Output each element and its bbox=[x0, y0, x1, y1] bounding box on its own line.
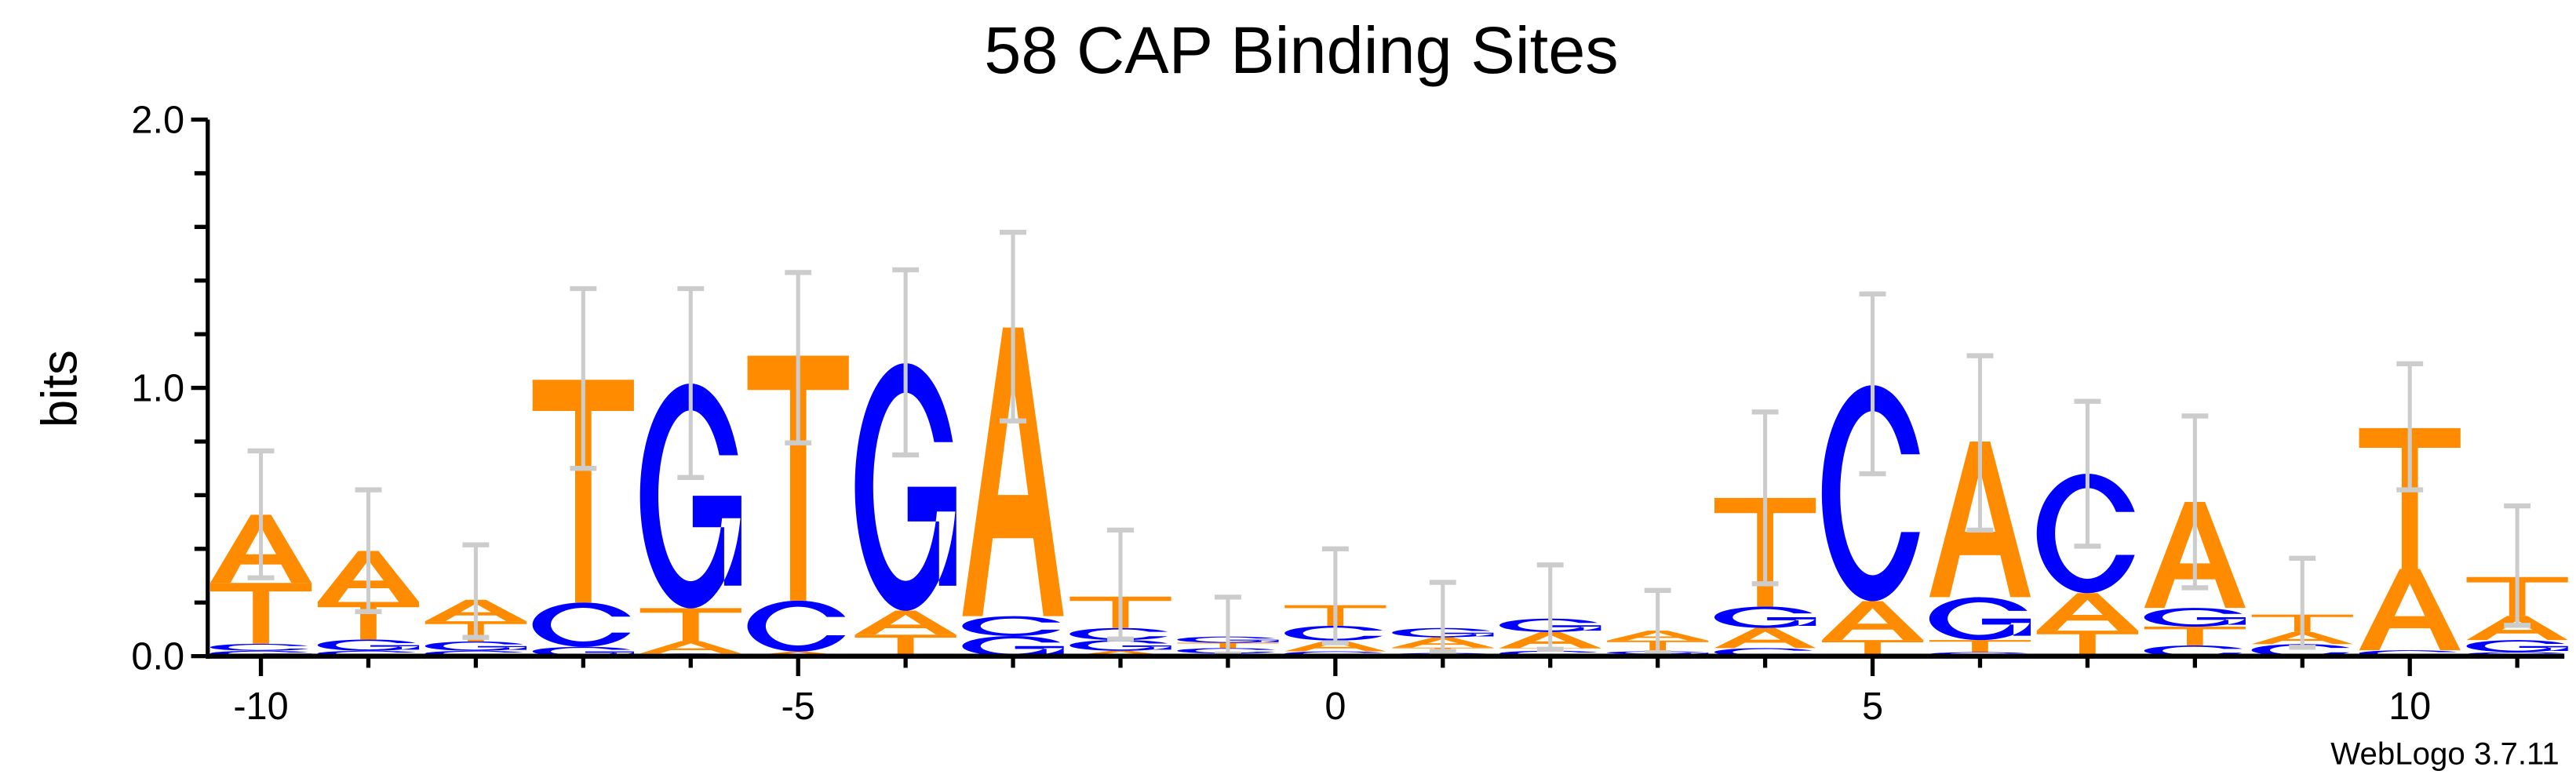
x-tick-label: 5 bbox=[1862, 685, 1883, 728]
letter-C-pos0 bbox=[1284, 625, 1383, 641]
letter-G-pos6 bbox=[1929, 597, 2031, 641]
letter-A-pos10 bbox=[2359, 569, 2461, 651]
weblogo-version: WebLogo 3.7.11 bbox=[2330, 736, 2560, 771]
letter-A-pos6 bbox=[1929, 441, 2031, 598]
letter-C-pos-1 bbox=[1177, 648, 1276, 654]
letter-T-pos-5 bbox=[747, 355, 849, 601]
letter-T-pos7 bbox=[2036, 631, 2138, 656]
letter-A-pos1 bbox=[1392, 637, 1494, 648]
x-tick-label: 10 bbox=[2388, 685, 2431, 728]
error-bars bbox=[247, 229, 2531, 657]
letter-A-pos4 bbox=[1714, 627, 1816, 649]
letter-A-pos-6 bbox=[639, 641, 741, 654]
letter-C-pos-3 bbox=[962, 616, 1061, 636]
letter-G-pos11 bbox=[2466, 640, 2568, 653]
letter-A-pos-9 bbox=[317, 551, 420, 602]
y-axis-label: bits bbox=[31, 350, 87, 427]
letter-G-pos4 bbox=[1714, 606, 1816, 628]
letter-A-pos-4 bbox=[854, 610, 956, 635]
letter-T-pos-4 bbox=[854, 634, 956, 656]
letter-C-pos7 bbox=[2036, 474, 2135, 594]
letter-A-pos-3 bbox=[962, 327, 1064, 616]
letter-G-pos8 bbox=[2144, 608, 2246, 627]
letter-G-pos-4 bbox=[854, 363, 956, 611]
letter-G-pos1 bbox=[1392, 627, 1494, 638]
letter-T-pos6 bbox=[1929, 640, 2031, 653]
letter-T-pos-10 bbox=[210, 583, 312, 644]
letter-A-pos2 bbox=[1499, 631, 1601, 649]
letter-C-pos5 bbox=[1821, 385, 1920, 602]
x-tick-label: 0 bbox=[1324, 685, 1346, 728]
letter-T-pos5 bbox=[1821, 640, 1924, 656]
letter-C-pos-7 bbox=[532, 602, 631, 647]
y-tick-label: 1.0 bbox=[131, 368, 184, 410]
letter-A-pos0 bbox=[1284, 640, 1386, 652]
letter-G-pos-8 bbox=[424, 641, 527, 651]
letter-A-pos-10 bbox=[210, 514, 312, 584]
letter-A-pos8 bbox=[2144, 501, 2246, 609]
letter-T-pos10 bbox=[2359, 427, 2461, 569]
axes: 0.0 1.0 2.0 -10 -5 0 5 10 bbox=[131, 99, 2565, 728]
letter-A-pos7 bbox=[2036, 593, 2138, 631]
letter-C-pos8 bbox=[2144, 645, 2243, 656]
y-tick-label: 0.0 bbox=[131, 636, 184, 678]
letter-T-pos-7 bbox=[532, 380, 634, 603]
letter-G-pos-6 bbox=[639, 384, 741, 609]
letter-G-pos3 bbox=[1607, 651, 1709, 654]
letter-G-pos-3 bbox=[962, 636, 1064, 656]
letter-A-pos-8 bbox=[424, 599, 527, 622]
letter-T-pos8 bbox=[2144, 627, 2246, 645]
letter-C-pos9 bbox=[2251, 644, 2350, 656]
letter-A-pos9 bbox=[2251, 631, 2353, 645]
letter-G-pos-1 bbox=[1177, 636, 1279, 643]
chart-title: 58 CAP Binding Sites bbox=[984, 13, 1618, 87]
letter-T-pos-6 bbox=[639, 608, 741, 642]
letter-C-pos-2 bbox=[1069, 627, 1168, 641]
letter-G-pos2 bbox=[1499, 618, 1601, 632]
letter-G-pos-2 bbox=[1069, 640, 1171, 651]
letter-T-pos-9 bbox=[317, 602, 420, 640]
letter-C-pos-5 bbox=[747, 600, 846, 652]
letter-A-pos11 bbox=[2466, 616, 2568, 641]
letter-C-pos-10 bbox=[210, 643, 308, 651]
x-tick-label: -10 bbox=[233, 685, 288, 728]
letter-A-pos5 bbox=[1821, 601, 1924, 641]
letter-G-pos-9 bbox=[317, 639, 420, 651]
letter-stacks bbox=[210, 327, 2568, 656]
letter-A-pos3 bbox=[1607, 631, 1709, 641]
y-tick-label: 2.0 bbox=[131, 99, 184, 141]
x-tick-label: -5 bbox=[782, 685, 815, 728]
